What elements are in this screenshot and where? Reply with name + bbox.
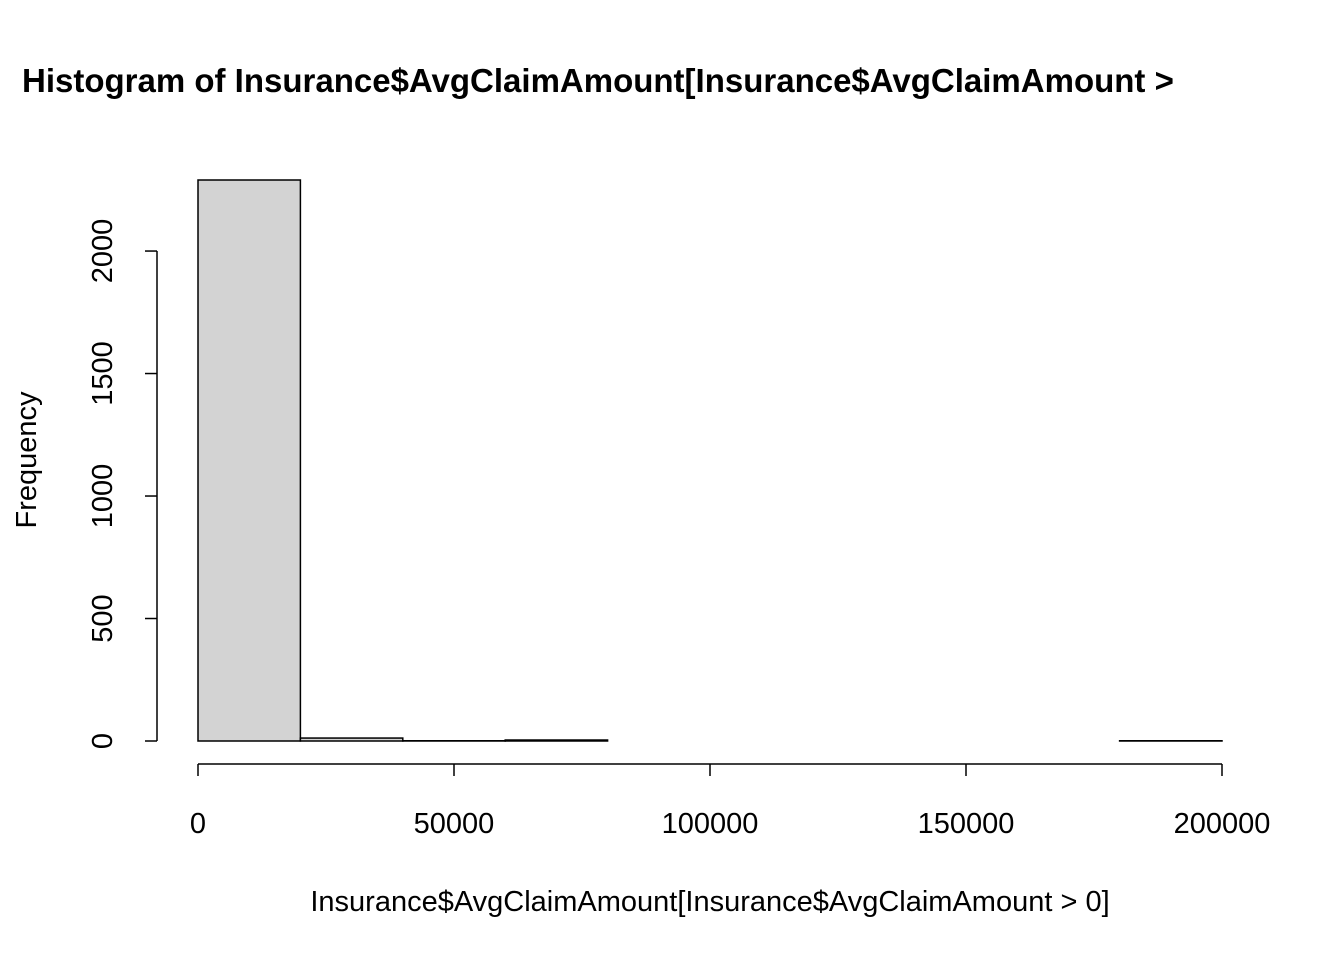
y-tick-label: 1500: [87, 341, 119, 406]
x-tick-label: 200000: [1174, 808, 1271, 840]
bar: [197, 179, 302, 742]
x-tick-label: 50000: [414, 808, 495, 840]
y-tick-label: 500: [87, 594, 119, 642]
bar: [504, 739, 609, 742]
y-tick-label: 2000: [87, 219, 119, 284]
y-tick-label: 1000: [87, 464, 119, 529]
chart-title: Histogram of Insurance$AvgClaimAmount[In…: [22, 62, 1174, 99]
x-axis-label: Insurance$AvgClaimAmount[Insurance$AvgCl…: [310, 886, 1109, 918]
y-tick-label: 0: [87, 733, 119, 749]
y-axis-label: Frequency: [11, 391, 43, 529]
x-tick-label: 150000: [918, 808, 1015, 840]
x-tick-label: 0: [190, 808, 206, 840]
bar: [299, 737, 404, 742]
x-tick-label: 100000: [662, 808, 759, 840]
